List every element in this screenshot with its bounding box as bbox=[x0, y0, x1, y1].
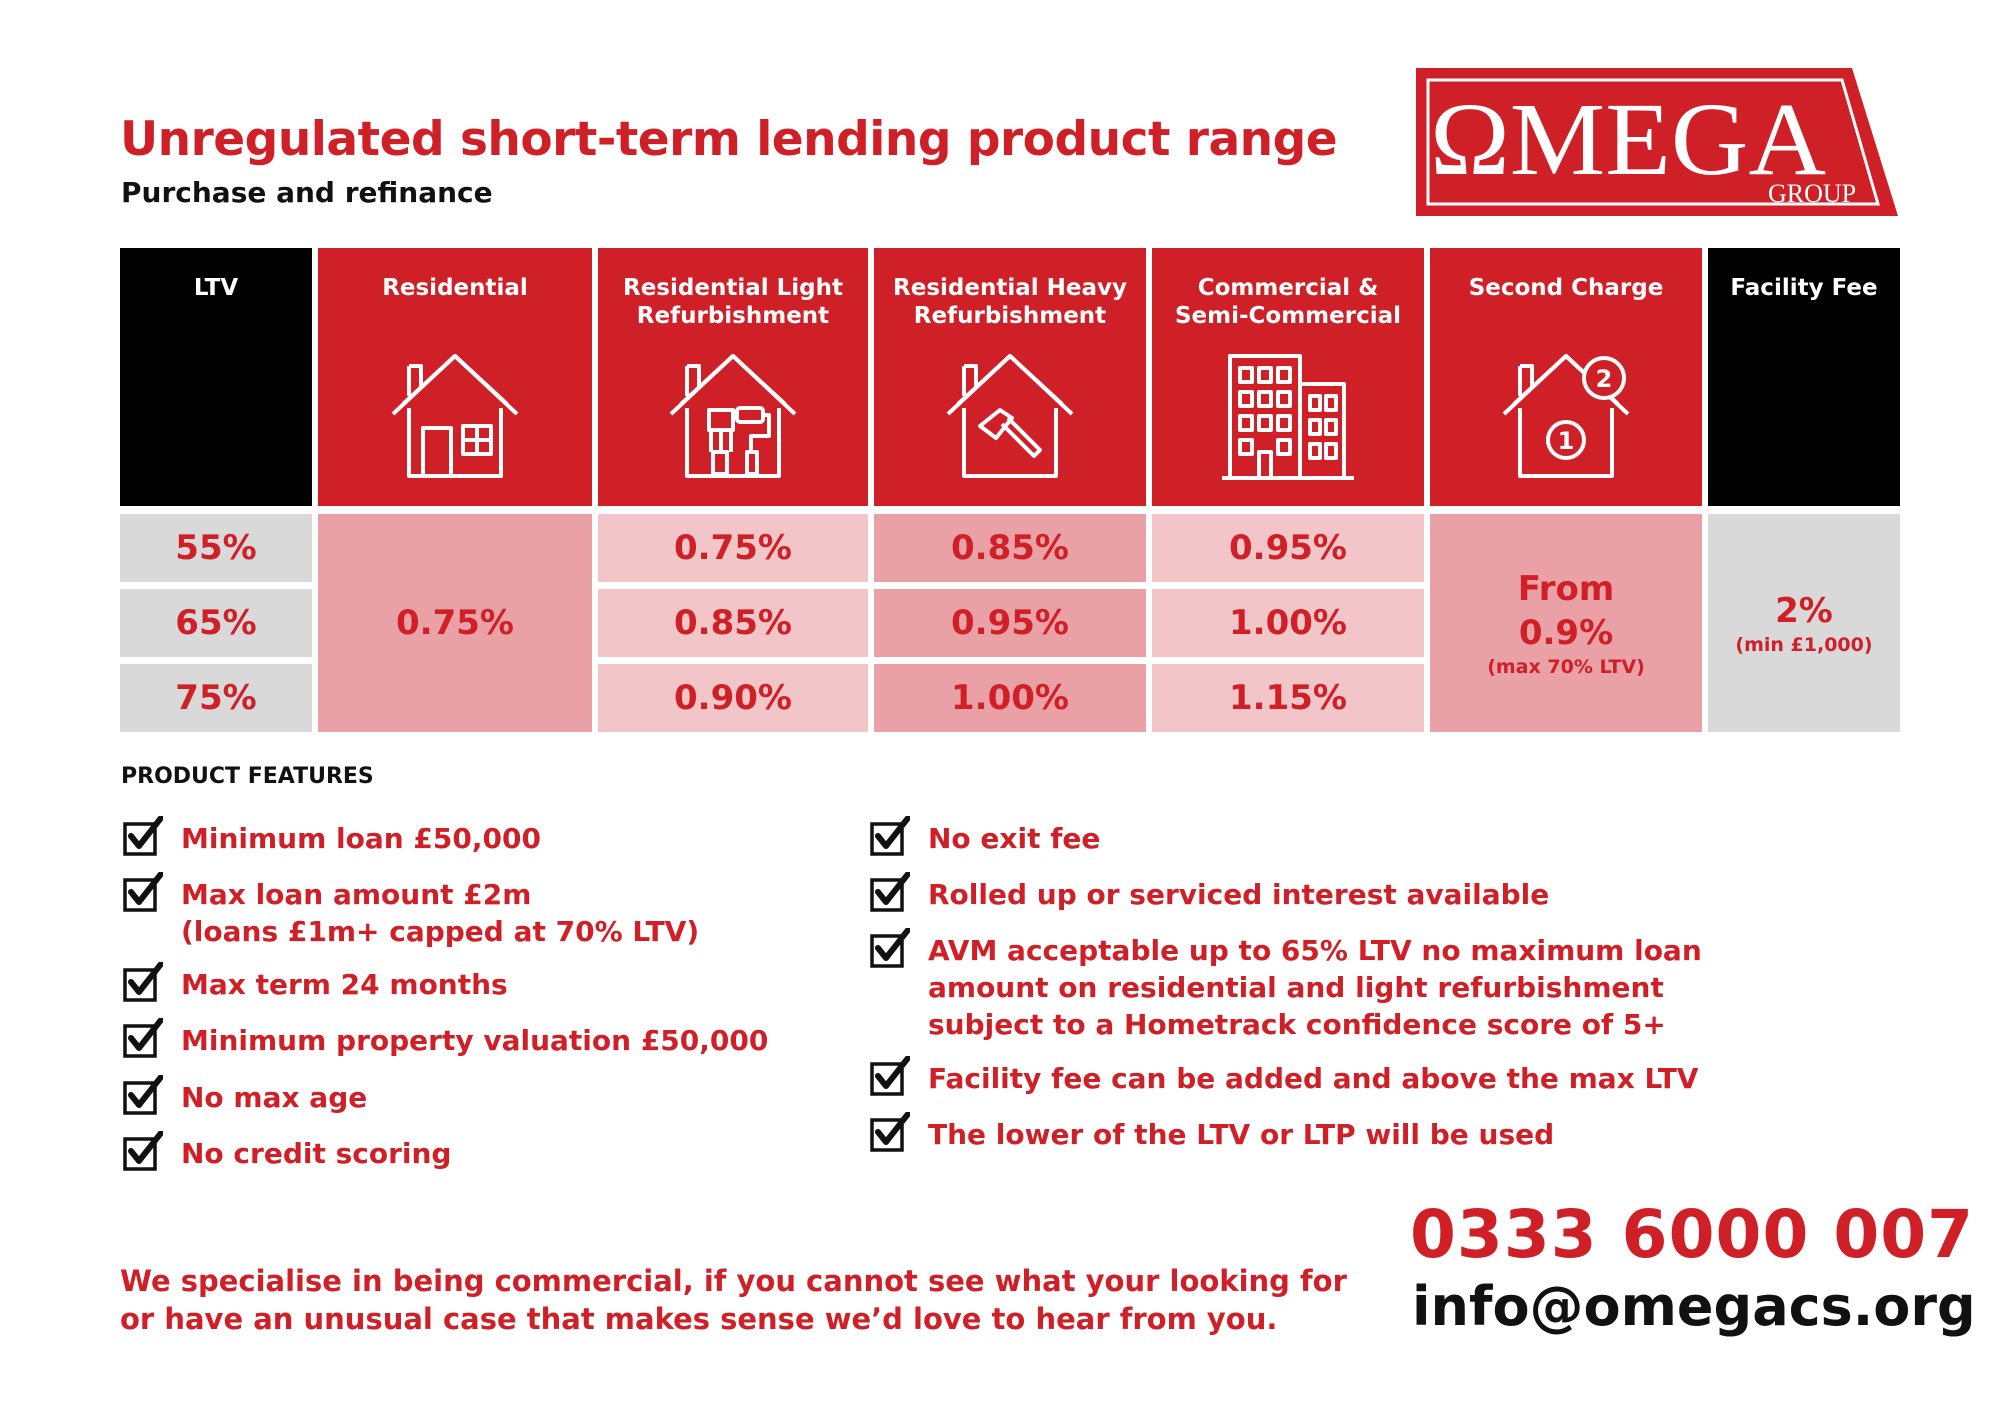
facility-fee-note: (min £1,000) bbox=[1735, 634, 1873, 656]
header-light-refurb: Residential Light Refurbishment bbox=[598, 248, 868, 506]
feature-item: Minimum property valuation £50,000 bbox=[121, 1018, 769, 1060]
light-refurb-rate-75: 0.90% bbox=[598, 664, 868, 732]
feature-item: Facility fee can be added and above the … bbox=[868, 1056, 1699, 1098]
commercial-rate-75: 1.15% bbox=[1152, 664, 1424, 732]
email-address[interactable]: info@omegacs.org bbox=[1412, 1275, 1976, 1338]
feature-text: Max loan amount £2m (loans £1m+ capped a… bbox=[181, 878, 700, 948]
checkbox-checked-icon bbox=[870, 816, 910, 856]
checkbox-checked-icon bbox=[123, 1018, 163, 1058]
commercial-rate-55: 0.95% bbox=[1152, 514, 1424, 582]
light-refurb-rate-65: 0.85% bbox=[598, 589, 868, 657]
second-charge-note: (max 70% LTV) bbox=[1487, 656, 1645, 678]
feature-item: Max term 24 months bbox=[121, 962, 508, 1004]
feature-item: Max loan amount £2m (loans £1m+ capped a… bbox=[121, 872, 700, 950]
checkbox-checked-icon bbox=[870, 1112, 910, 1152]
header-commercial: Commercial & Semi-Commercial bbox=[1152, 248, 1424, 506]
heavy-refurb-rate-55: 0.85% bbox=[874, 514, 1146, 582]
feature-text: AVM acceptable up to 65% LTV no maximum … bbox=[928, 934, 1702, 1041]
omega-group-logo: ΩMEGA GROUP bbox=[1416, 68, 1898, 216]
residential-rate: 0.75% bbox=[318, 514, 592, 732]
svg-text:1: 1 bbox=[1558, 427, 1575, 455]
house-icon bbox=[391, 354, 519, 478]
header-label: Facility Fee bbox=[1730, 275, 1878, 301]
ltv-55: 55% bbox=[120, 514, 312, 582]
logo-word: ΩMEGA bbox=[1430, 82, 1826, 197]
product-features-title: PRODUCT FEATURES bbox=[121, 764, 374, 789]
heavy-refurb-rate-65: 0.95% bbox=[874, 589, 1146, 657]
light-refurb-rate-55: 0.75% bbox=[598, 514, 868, 582]
page-subtitle: Purchase and refinance bbox=[121, 176, 493, 209]
feature-item: No exit fee bbox=[868, 816, 1101, 858]
checkbox-checked-icon bbox=[870, 1056, 910, 1096]
feature-item: No credit scoring bbox=[121, 1131, 452, 1173]
feature-text: No exit fee bbox=[928, 822, 1101, 855]
checkbox-checked-icon bbox=[123, 1131, 163, 1171]
header-ltv: LTV bbox=[120, 248, 312, 506]
feature-text: Minimum property valuation £50,000 bbox=[181, 1024, 769, 1057]
feature-text: No max age bbox=[181, 1081, 368, 1114]
checkbox-checked-icon bbox=[123, 1075, 163, 1115]
header-label: Residential Heavy Refurbishment bbox=[893, 275, 1127, 329]
feature-item: Minimum loan £50,000 bbox=[121, 816, 541, 858]
phone-number[interactable]: 0333 6000 007 bbox=[1410, 1196, 1975, 1273]
checkbox-checked-icon bbox=[870, 928, 910, 968]
header-heavy-refurb: Residential Heavy Refurbishment bbox=[874, 248, 1146, 506]
feature-text: Minimum loan £50,000 bbox=[181, 822, 541, 855]
ltv-75: 75% bbox=[120, 664, 312, 732]
header-facility-fee: Facility Fee bbox=[1708, 248, 1900, 506]
footer-note: We specialise in being commercial, if yo… bbox=[120, 1264, 1347, 1336]
feature-item: Rolled up or serviced interest available bbox=[868, 872, 1550, 914]
header-residential: Residential bbox=[318, 248, 592, 506]
heavy-refurb-rate-75: 1.00% bbox=[874, 664, 1146, 732]
second-charge-value: 0.9% bbox=[1518, 613, 1614, 653]
feature-item: No max age bbox=[121, 1075, 368, 1117]
logo-group: GROUP bbox=[1768, 179, 1856, 208]
commercial-rate-65: 1.00% bbox=[1152, 589, 1424, 657]
page-title: Unregulated short-term lending product r… bbox=[120, 112, 1338, 167]
header-label: Second Charge bbox=[1468, 275, 1664, 301]
house-hammer-icon bbox=[946, 354, 1074, 478]
header-label: Residential Light Refurbishment bbox=[623, 275, 843, 329]
facility-fee-amount: 2% bbox=[1775, 591, 1833, 631]
header-label: Commercial & Semi-Commercial bbox=[1174, 275, 1402, 329]
feature-item: The lower of the LTV or LTP will be used bbox=[868, 1112, 1555, 1154]
checkbox-checked-icon bbox=[123, 962, 163, 1002]
second-charge-from: From bbox=[1517, 569, 1615, 609]
header-label: LTV bbox=[193, 275, 239, 301]
feature-text: Max term 24 months bbox=[181, 968, 508, 1001]
feature-item: AVM acceptable up to 65% LTV no maximum … bbox=[868, 928, 1702, 1043]
checkbox-checked-icon bbox=[123, 816, 163, 856]
header-second-charge: Second Charge 1 2 bbox=[1430, 248, 1702, 506]
house-second-charge-icon: 1 2 bbox=[1502, 354, 1630, 478]
second-charge-rate: From 0.9% (max 70% LTV) bbox=[1430, 514, 1702, 732]
house-paintbrush-icon bbox=[669, 354, 797, 478]
facility-fee-value: 2% (min £1,000) bbox=[1708, 514, 1900, 732]
ltv-65: 65% bbox=[120, 589, 312, 657]
checkbox-checked-icon bbox=[870, 872, 910, 912]
header-label: Residential bbox=[382, 275, 528, 301]
feature-text: Rolled up or serviced interest available bbox=[928, 878, 1550, 911]
feature-text: The lower of the LTV or LTP will be used bbox=[928, 1118, 1555, 1151]
feature-text: Facility fee can be added and above the … bbox=[928, 1062, 1699, 1095]
checkbox-checked-icon bbox=[123, 872, 163, 912]
svg-text:2: 2 bbox=[1596, 365, 1613, 393]
office-buildings-icon bbox=[1222, 354, 1354, 480]
feature-text: No credit scoring bbox=[181, 1137, 452, 1170]
